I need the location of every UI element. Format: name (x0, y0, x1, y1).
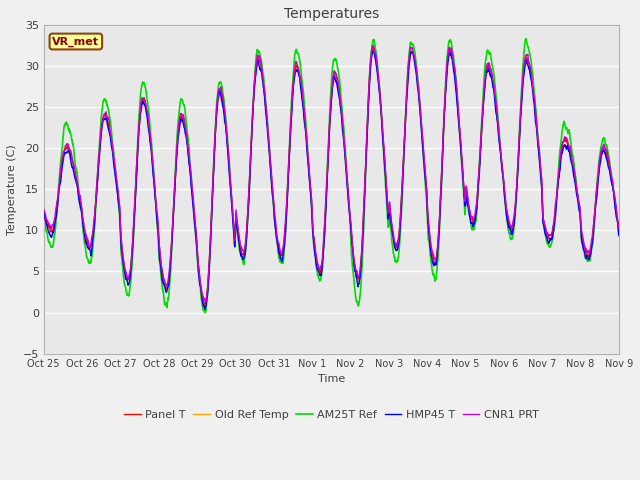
Old Ref Temp (200, 301, 208, 307)
Panel T (40, 207, 47, 213)
Old Ref Temp (447, 46, 454, 51)
Panel T (200, 302, 208, 308)
Line: CNR1 PRT: CNR1 PRT (44, 46, 619, 300)
Panel T (499, 172, 507, 178)
HMP45 T (202, 307, 209, 312)
HMP45 T (615, 233, 623, 239)
Old Ref Temp (615, 226, 623, 232)
Legend: Panel T, Old Ref Temp, AM25T Ref, HMP45 T, CNR1 PRT: Panel T, Old Ref Temp, AM25T Ref, HMP45 … (120, 405, 543, 424)
Line: Old Ref Temp: Old Ref Temp (44, 48, 619, 304)
Panel T (369, 45, 377, 51)
Panel T (615, 228, 623, 234)
HMP45 T (40, 208, 47, 214)
HMP45 T (361, 188, 369, 193)
Old Ref Temp (580, 245, 588, 251)
X-axis label: Time: Time (317, 374, 345, 384)
AM25T Ref (522, 36, 529, 42)
Line: Panel T: Panel T (44, 48, 619, 306)
HMP45 T (564, 147, 572, 153)
CNR1 PRT (580, 244, 588, 250)
Old Ref Temp (499, 173, 507, 179)
AM25T Ref (580, 251, 588, 256)
Old Ref Temp (40, 207, 47, 213)
Panel T (564, 143, 572, 148)
Old Ref Temp (361, 185, 369, 191)
Panel T (361, 185, 369, 191)
AM25T Ref (615, 232, 623, 238)
HMP45 T (580, 249, 588, 255)
HMP45 T (348, 242, 356, 248)
Panel T (200, 303, 208, 309)
AM25T Ref (348, 260, 356, 266)
CNR1 PRT (361, 182, 369, 188)
Line: HMP45 T: HMP45 T (44, 51, 619, 310)
AM25T Ref (499, 172, 507, 178)
AM25T Ref (200, 308, 208, 313)
HMP45 T (200, 305, 208, 311)
Panel T (348, 242, 356, 248)
HMP45 T (370, 48, 378, 54)
CNR1 PRT (40, 207, 47, 213)
Line: AM25T Ref: AM25T Ref (44, 39, 619, 312)
CNR1 PRT (200, 297, 208, 302)
CNR1 PRT (202, 298, 209, 303)
Title: Temperatures: Temperatures (284, 7, 379, 21)
Old Ref Temp (564, 146, 572, 152)
CNR1 PRT (564, 143, 572, 148)
CNR1 PRT (615, 225, 623, 231)
AM25T Ref (564, 129, 572, 135)
AM25T Ref (361, 193, 369, 199)
Old Ref Temp (200, 301, 208, 307)
HMP45 T (499, 175, 507, 181)
AM25T Ref (40, 214, 47, 220)
Text: VR_met: VR_met (52, 36, 99, 47)
CNR1 PRT (348, 238, 356, 243)
Y-axis label: Temperature (C): Temperature (C) (7, 144, 17, 235)
Panel T (580, 245, 588, 251)
AM25T Ref (201, 310, 209, 315)
Old Ref Temp (348, 240, 356, 246)
CNR1 PRT (499, 171, 507, 177)
CNR1 PRT (369, 43, 377, 48)
